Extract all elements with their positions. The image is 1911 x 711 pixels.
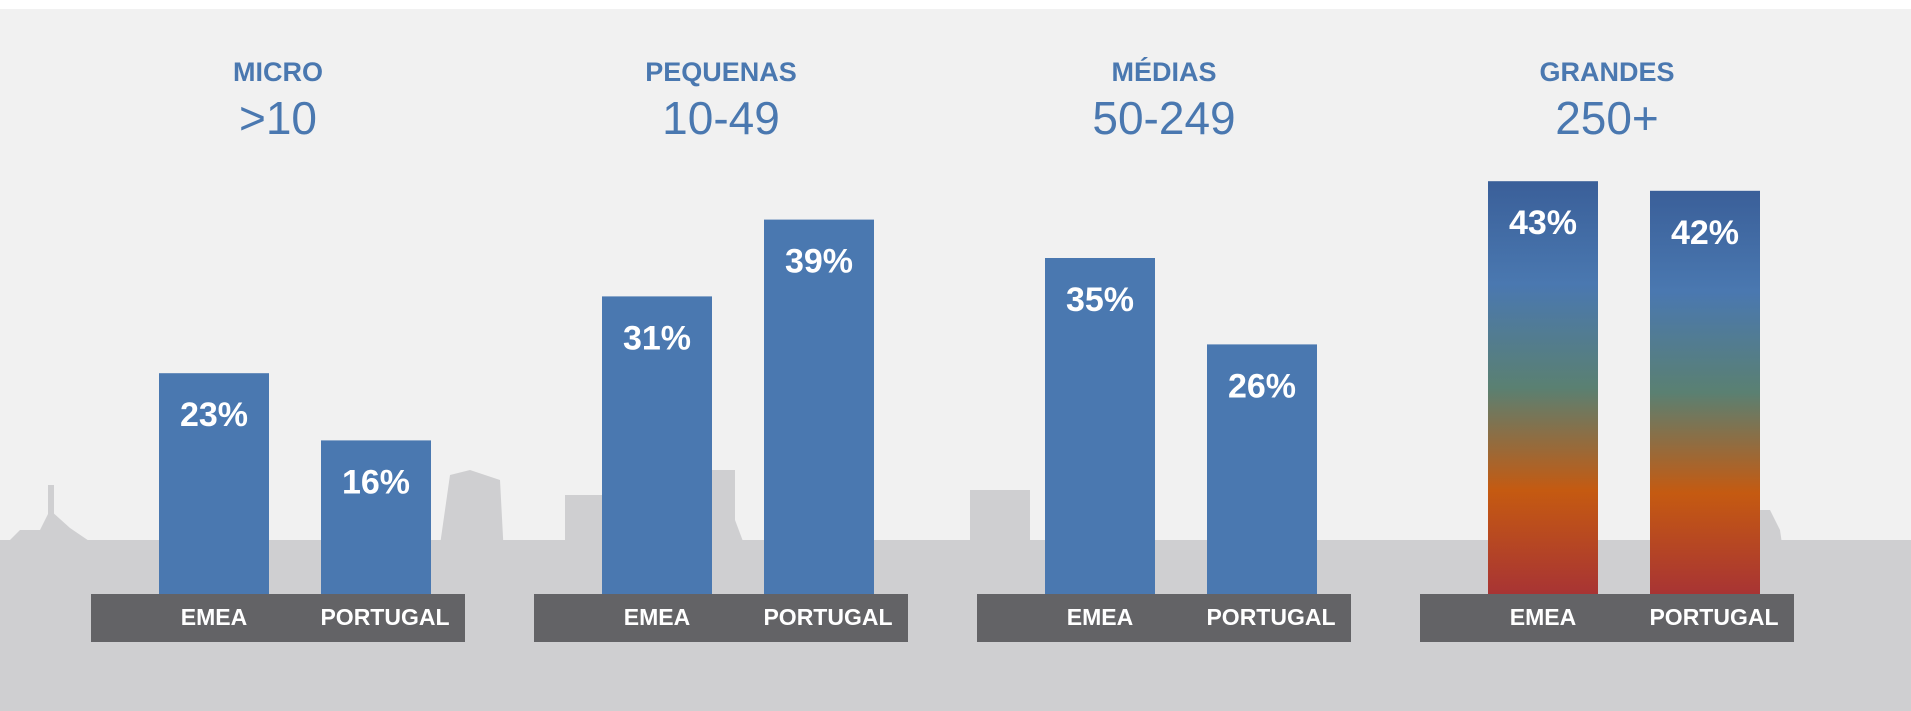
value-label: 35% bbox=[1066, 281, 1134, 319]
bar bbox=[602, 296, 712, 594]
group-subtitle: >10 bbox=[239, 92, 317, 144]
group-subtitle: 50-249 bbox=[1092, 92, 1235, 144]
bar bbox=[1207, 344, 1317, 594]
value-label: 31% bbox=[623, 319, 691, 357]
group-title: MÉDIAS bbox=[1111, 56, 1216, 87]
bar bbox=[1045, 258, 1155, 594]
category-label: PORTUGAL bbox=[763, 604, 892, 630]
category-label: EMEA bbox=[1067, 604, 1133, 630]
group-title: GRANDES bbox=[1539, 57, 1674, 87]
category-label: PORTUGAL bbox=[1649, 604, 1778, 630]
group-subtitle: 250+ bbox=[1555, 92, 1659, 144]
category-label: EMEA bbox=[181, 604, 247, 630]
category-band bbox=[534, 594, 908, 642]
bar bbox=[159, 373, 269, 594]
group-subtitle: 10-49 bbox=[662, 92, 780, 144]
value-label: 26% bbox=[1228, 367, 1296, 405]
category-label: EMEA bbox=[624, 604, 690, 630]
value-label: 43% bbox=[1509, 204, 1577, 242]
bar bbox=[1488, 181, 1598, 594]
bar bbox=[321, 440, 431, 594]
category-band bbox=[91, 594, 465, 642]
group-title: PEQUENAS bbox=[645, 57, 797, 87]
value-label: 42% bbox=[1671, 214, 1739, 252]
category-label: PORTUGAL bbox=[1206, 604, 1335, 630]
category-band bbox=[977, 594, 1351, 642]
category-label: EMEA bbox=[1510, 604, 1576, 630]
category-band bbox=[1420, 594, 1794, 642]
bar bbox=[1650, 190, 1760, 595]
value-label: 39% bbox=[785, 243, 853, 281]
bar bbox=[764, 219, 874, 594]
group-title: MICRO bbox=[233, 57, 323, 87]
charts: MICRO >10 23% EMEA 16% PORTUGAL PEQUENAS 10-49 3… bbox=[91, 56, 1794, 642]
value-label: 16% bbox=[342, 463, 410, 501]
value-label: 23% bbox=[180, 396, 248, 434]
category-label: PORTUGAL bbox=[320, 604, 449, 630]
